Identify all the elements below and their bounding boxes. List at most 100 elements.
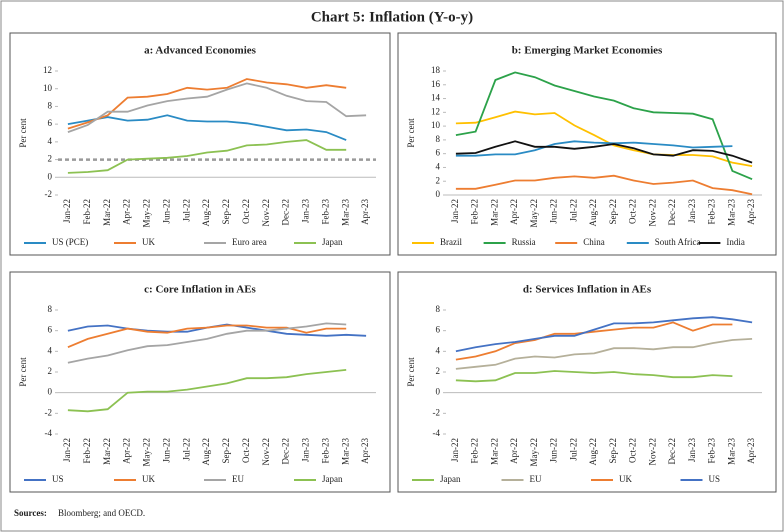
panel-border (9, 32, 391, 256)
panel-title: c: Core Inflation in AEs (144, 284, 256, 296)
y-tick-label: 4 (48, 136, 53, 146)
x-tick-label: Jan-23 (687, 199, 697, 223)
x-tick-label: May-22 (142, 438, 152, 467)
y-tick-label: 0 (436, 189, 441, 199)
x-tick-label: Oct-22 (241, 438, 251, 463)
legend-label: UK (142, 237, 155, 247)
x-tick-label: Jun-22 (549, 438, 559, 463)
x-tick-label: Oct-22 (628, 438, 638, 463)
y-tick-label: 12 (43, 65, 52, 75)
y-tick-label: 10 (43, 83, 53, 93)
series-line (455, 174, 753, 196)
y-tick-label: 6 (48, 118, 53, 128)
y-tick-label: 18 (431, 65, 441, 75)
panel-border (397, 32, 777, 256)
y-tick-label: 6 (436, 148, 441, 158)
x-tick-label: Nov-22 (647, 438, 657, 466)
legend-label: Japan (322, 474, 343, 484)
x-tick-label: Jan-23 (301, 199, 311, 223)
x-tick-label: Dec-22 (281, 438, 291, 465)
x-tick-label: Jan-22 (450, 199, 460, 223)
y-tick-label: 0 (48, 171, 53, 181)
y-tick-label: 8 (48, 100, 53, 110)
x-tick-label: Apr-22 (509, 438, 519, 464)
legend-label: India (726, 237, 745, 247)
x-tick-label: Sep-22 (608, 199, 618, 225)
y-tick-label: 12 (431, 106, 440, 116)
series-line (455, 110, 753, 167)
y-tick-label: 4 (48, 345, 53, 355)
y-axis-label: Per cent (18, 357, 28, 387)
panel-title: a: Advanced Economies (144, 45, 257, 57)
x-tick-label: Mar-23 (340, 199, 350, 226)
x-tick-label: Apr-23 (746, 199, 756, 225)
x-tick-label: Oct-22 (241, 199, 251, 224)
x-tick-label: Apr-23 (746, 438, 756, 464)
y-tick-label: 0 (436, 387, 441, 397)
x-tick-label: Mar-23 (340, 438, 350, 465)
source-label: Sources: (14, 508, 47, 518)
legend-label: Japan (322, 237, 343, 247)
x-tick-label: Nov-22 (261, 438, 271, 466)
y-tick-label: -4 (45, 428, 53, 438)
panel: d: Services Inflation in AEs Per cent -4 -2… (397, 271, 777, 493)
x-tick-label: Feb-22 (82, 438, 92, 464)
x-tick-label: Mar-22 (489, 438, 499, 465)
x-tick-label: Jan-23 (301, 438, 311, 462)
y-tick-label: 0 (48, 387, 53, 397)
series-line (455, 321, 733, 361)
x-tick-label: Feb-22 (470, 438, 480, 464)
x-tick-label: Feb-23 (707, 199, 717, 225)
legend-label: EU (232, 474, 244, 484)
y-tick-label: 4 (436, 345, 441, 355)
y-tick-label: 2 (436, 366, 441, 376)
panel: a: Advanced Economies Per cent -2 0 2 4 6 8 10 12… (9, 32, 391, 256)
y-axis-label: Per cent (406, 118, 416, 148)
x-tick-label: Apr-22 (122, 438, 132, 464)
y-tick-label: 4 (436, 162, 441, 172)
x-tick-label: Apr-23 (360, 438, 370, 464)
y-tick-label: 8 (436, 304, 441, 314)
legend-label: Brazil (440, 237, 462, 247)
y-tick-label: 10 (431, 120, 441, 130)
series-line (455, 71, 753, 181)
series-line (455, 316, 753, 353)
series-line (455, 370, 733, 383)
y-tick-label: 2 (436, 175, 441, 185)
legend-label: US (709, 474, 721, 484)
series-line (67, 114, 347, 141)
x-tick-label: Jul-22 (181, 199, 191, 222)
panel-border (9, 271, 391, 493)
y-tick-label: 6 (48, 325, 53, 335)
x-tick-label: Jan-22 (450, 438, 460, 462)
x-tick-label: Mar-22 (102, 199, 112, 226)
panel-title: d: Services Inflation in AEs (523, 284, 652, 296)
legend-label: US (PCE) (52, 237, 88, 247)
x-tick-label: Sep-22 (608, 438, 618, 464)
y-tick-label: 14 (431, 93, 441, 103)
x-tick-label: Mar-23 (726, 199, 736, 226)
series-line (67, 78, 347, 130)
x-tick-label: Oct-22 (628, 199, 638, 224)
x-tick-label: Feb-22 (82, 199, 92, 225)
x-tick-label: Dec-22 (281, 199, 291, 226)
x-tick-label: May-22 (529, 199, 539, 228)
panel-border (397, 271, 777, 493)
x-tick-label: Feb-23 (707, 438, 717, 464)
legend-label: Japan (440, 474, 461, 484)
x-tick-label: Sep-22 (221, 199, 231, 225)
panel: c: Core Inflation in AEs Per cent -4 -2 0 2 4 6… (9, 271, 391, 493)
x-tick-label: Aug-22 (588, 199, 598, 227)
x-tick-label: Jan-22 (62, 438, 72, 462)
panel-title: b: Emerging Market Economies (512, 45, 663, 57)
x-tick-label: Aug-22 (201, 438, 211, 466)
x-tick-label: Nov-22 (647, 199, 657, 227)
series-line (455, 338, 753, 370)
y-tick-label: -2 (45, 407, 53, 417)
x-tick-label: Jun-22 (161, 438, 171, 463)
x-tick-label: Jun-22 (549, 199, 559, 224)
y-tick-label: 8 (436, 134, 441, 144)
x-tick-label: Apr-22 (509, 199, 519, 225)
series-line (67, 324, 347, 349)
